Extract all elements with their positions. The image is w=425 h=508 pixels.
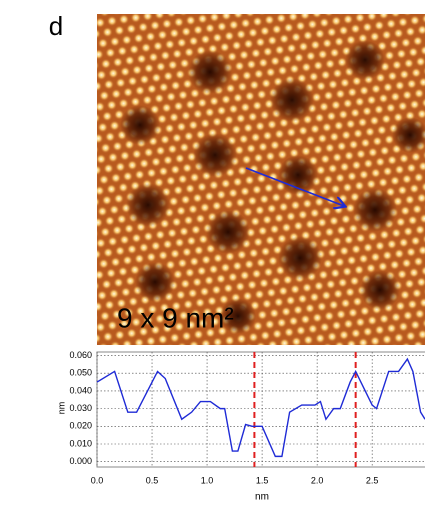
- x-tick-label: 1.0: [201, 475, 214, 485]
- y-tick-label: 0.060: [69, 350, 92, 360]
- y-tick-label: 0.000: [69, 456, 92, 466]
- label-box: [26, 6, 80, 54]
- x-axis-label: nm: [255, 492, 269, 503]
- x-tick-label: 2.5: [366, 475, 379, 485]
- y-tick-label: 0.050: [69, 368, 92, 378]
- y-tick-label: 0.030: [69, 403, 92, 413]
- x-tick-label: 0.5: [146, 475, 159, 485]
- y-tick-label: 0.010: [69, 438, 92, 448]
- y-tick-label: 0.020: [69, 421, 92, 431]
- profile-line: [96, 357, 425, 458]
- x-tick-label: 0.0: [91, 475, 104, 485]
- stm-image: [97, 14, 425, 345]
- panel-label: d: [49, 11, 63, 41]
- y-axis-label: nm: [56, 402, 66, 415]
- plot-frame: [96, 351, 425, 468]
- y-tick-label: 0.040: [69, 385, 92, 395]
- x-tick-label: 1.5: [256, 475, 269, 485]
- profile-arrow: [245, 167, 344, 206]
- scale-label: 9 x 9 nm²: [117, 302, 234, 333]
- x-tick-label: 2.0: [311, 475, 324, 485]
